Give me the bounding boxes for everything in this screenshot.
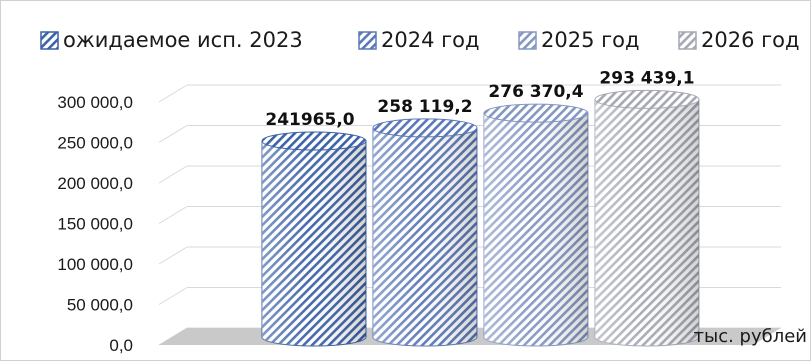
bar-ожидаемое-исп-2023 <box>261 131 367 347</box>
legend-label: 2024 год <box>381 28 480 52</box>
legend-item-3: 2025 год <box>518 28 640 52</box>
y-tick-label: 100 000,0 <box>57 255 133 274</box>
gridline-slant <box>158 206 188 224</box>
legend-swatch <box>358 31 377 50</box>
legend-item-2: 2024 год <box>358 28 480 52</box>
gridline-slant <box>158 287 188 305</box>
y-tick-label: 300 000,0 <box>57 93 133 112</box>
gridline-slant <box>158 165 188 184</box>
bar-2025-год <box>483 103 589 347</box>
bar-top <box>372 118 478 138</box>
gridline-slant <box>158 246 188 265</box>
bar-2026-год <box>594 89 700 347</box>
bar-top <box>261 131 367 151</box>
legend-label: 2025 год <box>541 28 640 52</box>
legend-label: ожидаемое исп. 2023 <box>63 28 303 52</box>
data-label: 258 119,2 <box>377 97 472 117</box>
bar-top <box>483 103 589 123</box>
legend-swatch <box>518 31 537 50</box>
bar-2024-год <box>372 118 478 347</box>
bar-shading <box>595 99 699 346</box>
legend-item-4: 2026 год <box>678 28 800 52</box>
gridline-slant <box>158 84 188 103</box>
legend-swatch <box>40 31 59 50</box>
bar-shading <box>373 127 477 346</box>
legend-swatch <box>678 31 697 50</box>
bars <box>261 89 700 347</box>
y-tick-label: 250 000,0 <box>57 134 133 153</box>
unit-label: тыс. рублей <box>694 326 808 347</box>
y-axis: 0,0 50 000,0 100 000,0 150 000,0 200 000,0 25… <box>57 93 133 355</box>
y-tick-label: 150 000,0 <box>57 215 133 234</box>
legend: ожидаемое исп. 2023 2024 год 2025 год 2026 … <box>40 28 800 52</box>
bar-top <box>594 89 700 109</box>
y-tick-label: 0,0 <box>109 336 133 355</box>
legend-label: 2026 год <box>701 28 800 52</box>
legend-item-1: ожидаемое исп. 2023 <box>40 28 303 52</box>
data-label: 241965,0 <box>265 110 354 130</box>
y-tick-label: 200 000,0 <box>57 174 133 193</box>
data-labels: 241965,0 258 119,2 276 370,4 293 439,1 <box>265 68 694 130</box>
bar-shading <box>262 141 366 346</box>
y-tick-label: 50 000,0 <box>67 296 133 315</box>
bar-shading <box>484 113 588 346</box>
gridline-slant <box>158 125 188 143</box>
data-label: 293 439,1 <box>599 68 694 88</box>
data-label: 276 370,4 <box>488 82 583 102</box>
